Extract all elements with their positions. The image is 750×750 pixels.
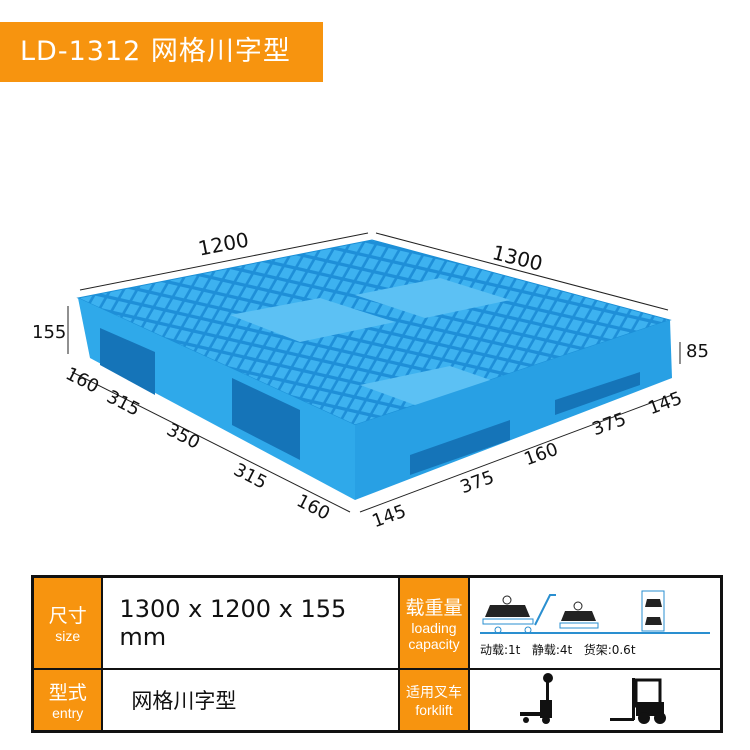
opening-left-2 bbox=[232, 378, 300, 460]
forklift-icons bbox=[520, 672, 666, 724]
load-label-cn: 载重量 bbox=[405, 598, 463, 620]
forklift-label-cn: 适用叉车 bbox=[406, 683, 462, 700]
hand-pallet-truck-icon bbox=[520, 672, 553, 724]
opening-left-1 bbox=[100, 328, 155, 395]
size-value: 1300 x 1200 x 155 mm bbox=[101, 575, 401, 670]
racking-load-icon bbox=[641, 590, 665, 632]
static-load-icon bbox=[559, 601, 599, 629]
forklift-cell bbox=[468, 667, 723, 732]
load-capacity-cell: 动载:1t 静载:4t 货架:0.6t bbox=[468, 575, 723, 670]
dynamic-load: 动载:1t bbox=[480, 643, 521, 658]
type-label-cn: 型式 bbox=[48, 683, 87, 704]
pallet-body bbox=[76, 239, 672, 500]
forklift-icon bbox=[610, 677, 666, 724]
dim-height: 155 bbox=[32, 322, 67, 343]
solid-panel-mid bbox=[230, 298, 395, 342]
size-label-en: size bbox=[55, 628, 81, 645]
static-load: 静载:4t bbox=[531, 643, 573, 658]
load-values: 动载:1t 静载:4t 货架:0.6t bbox=[480, 641, 710, 658]
type-label: 型式 entry bbox=[31, 667, 104, 732]
solid-panel-back bbox=[355, 278, 510, 318]
dimension-lines bbox=[67, 232, 681, 513]
size-label: 尺寸 size bbox=[31, 575, 104, 670]
load-icons bbox=[480, 590, 710, 635]
type-value: 网格川字型 bbox=[101, 667, 401, 732]
pallet-illustration bbox=[67, 232, 681, 513]
spec-table: 尺寸 size 1300 x 1200 x 155 mm 载重量 loading… bbox=[31, 575, 723, 733]
load-label-en-2: capacity bbox=[408, 636, 460, 653]
opening-right-2 bbox=[555, 372, 640, 415]
solid-panel-front bbox=[360, 366, 505, 405]
opening-right-1 bbox=[410, 420, 510, 475]
load-label-en-1: loading bbox=[411, 620, 457, 637]
forklift-label: 适用叉车 forklift bbox=[398, 667, 470, 732]
dim-entry-height: 85 bbox=[686, 341, 709, 362]
racking-load: 货架:0.6t bbox=[583, 643, 636, 658]
size-label-cn: 尺寸 bbox=[48, 606, 87, 628]
product-title: LD-1312 网格川字型 bbox=[0, 22, 323, 82]
dynamic-load-icon bbox=[482, 594, 556, 634]
forklift-label-en: forklift bbox=[415, 701, 453, 718]
load-label: 载重量 loading capacity bbox=[398, 575, 470, 670]
type-label-en: entry bbox=[52, 705, 84, 721]
